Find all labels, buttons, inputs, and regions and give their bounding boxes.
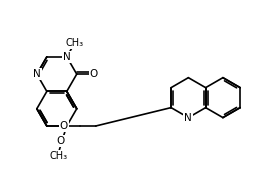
Text: O: O	[57, 136, 65, 146]
Text: O: O	[89, 69, 98, 79]
Text: CH₃: CH₃	[50, 151, 68, 161]
Text: N: N	[33, 69, 41, 79]
Text: O: O	[60, 121, 68, 131]
Text: N: N	[184, 113, 192, 123]
Text: N: N	[63, 52, 71, 62]
Text: CH₃: CH₃	[66, 38, 84, 48]
